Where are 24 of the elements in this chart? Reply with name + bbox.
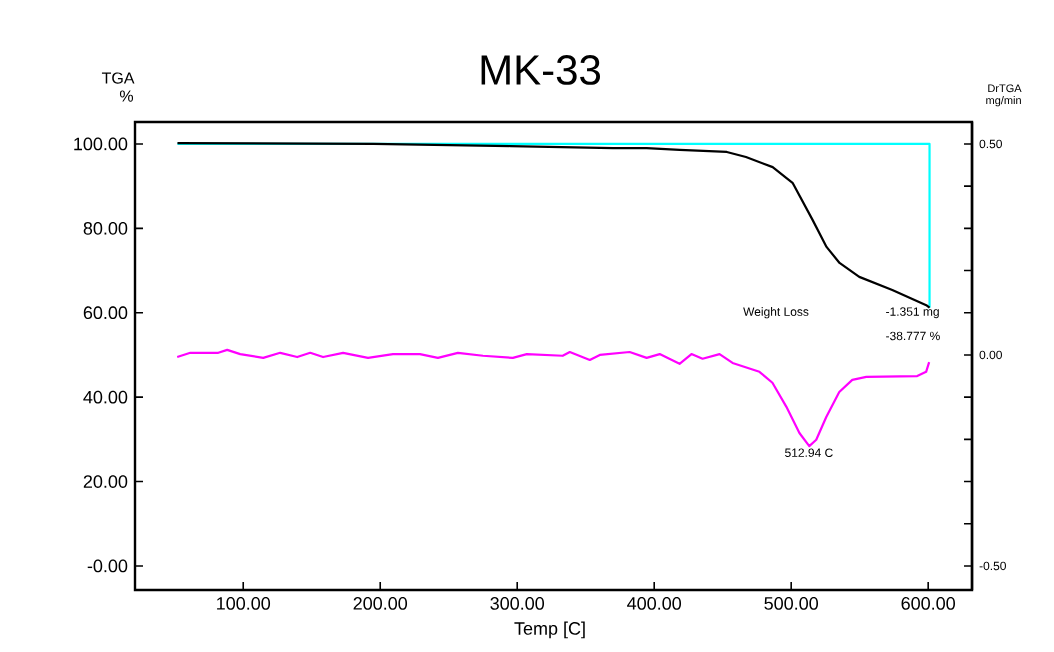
y-tick-label: 40.00 — [83, 390, 128, 404]
x-tick-label: 500.00 — [764, 597, 819, 610]
annotation: -38.777 % — [886, 331, 940, 341]
y-axis-title: TGA % — [101, 72, 135, 102]
x-tick-label: 600.00 — [901, 597, 955, 610]
x-tick-label: 100.00 — [217, 597, 271, 610]
annotation: -1.351 mg — [886, 307, 939, 319]
y-tick-label: 20.00 — [83, 475, 128, 488]
x-axis-title: Temp [C] — [514, 621, 585, 639]
x-tick-label: 400.00 — [627, 597, 682, 610]
y2-axis-title: DrTGA mg/min — [986, 84, 1022, 107]
y2-tick-label: 0.50 — [979, 139, 1002, 149]
y2-tick-label: -0.50 — [979, 561, 1006, 571]
y-tick-label: 80.00 — [83, 221, 128, 235]
line-series — [176, 348, 931, 448]
x-tick-label: 300.00 — [490, 597, 545, 610]
y-tick-label: 100.00 — [74, 137, 128, 151]
y-tick-label: 60.00 — [83, 306, 128, 320]
y-tick-label: -0.00 — [87, 559, 128, 573]
chart-title: MK-33 — [481, 55, 601, 85]
annotation: 512.94 C — [785, 448, 833, 457]
y2-tick-label: 0.00 — [979, 350, 1002, 360]
x-tick-label: 200.00 — [353, 597, 408, 610]
annotation: Weight Loss — [743, 307, 809, 319]
